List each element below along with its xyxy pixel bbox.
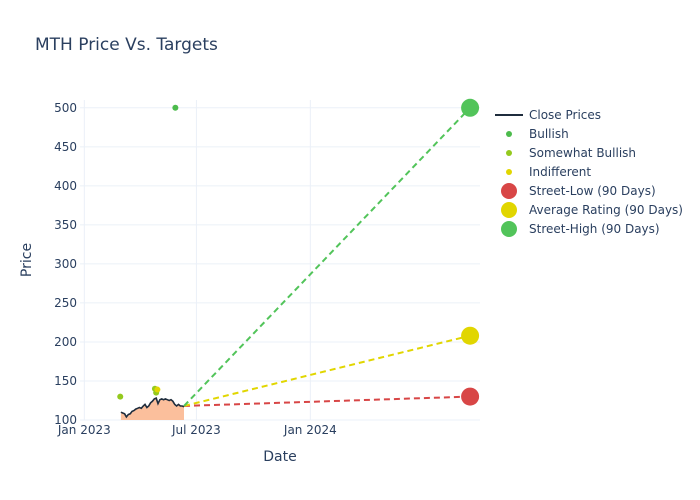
y-tick-label-300: 300	[54, 257, 77, 271]
close-price-line	[120, 397, 185, 419]
grid	[80, 100, 480, 421]
legend-swatch-5	[501, 202, 517, 218]
legend-label-5: Average Rating (90 Days)	[529, 203, 683, 217]
axis-ticks: 100 150 200 250 300 350 400 450 500 Jan 2023 Jul 2…	[54, 101, 337, 437]
x-axis-label: Date	[263, 449, 296, 465]
x-tick-label-0: Jan 2023	[57, 423, 111, 437]
target-lines	[183, 107, 471, 407]
close-price-area	[120, 398, 184, 420]
close-price-line-layer	[120, 397, 185, 419]
target-points	[461, 98, 480, 406]
target-point-6	[461, 98, 480, 117]
y-tick-label-100: 100	[54, 413, 77, 427]
y-tick-label-400: 400	[54, 179, 77, 193]
target-line-6	[183, 107, 471, 407]
legend-label-4: Street-Low (90 Days)	[529, 184, 656, 198]
y-axis-label: Price	[19, 243, 35, 277]
target-line-5	[183, 334, 471, 407]
rating-point-1-0	[172, 104, 179, 111]
close-price-area-fill	[120, 398, 184, 420]
legend-label-0: Close Prices	[529, 108, 601, 122]
legend-swatch-3	[506, 169, 512, 175]
target-line-4	[183, 395, 471, 407]
chart-title: MTH Price Vs. Targets	[35, 35, 218, 55]
y-tick-label-250: 250	[54, 296, 77, 310]
legend: Close Prices Bullish Somewhat Bullish Indif…	[495, 108, 683, 237]
legend-label-2: Somewhat Bullish	[529, 146, 636, 160]
rating-point-2-0	[117, 393, 124, 400]
y-tick-label-450: 450	[54, 140, 77, 154]
x-tick-label-1: Jul 2023	[171, 423, 221, 437]
legend-swatch-4	[501, 183, 517, 199]
y-tick-label-500: 500	[54, 101, 77, 115]
legend-swatch-2	[506, 150, 512, 156]
legend-label-1: Bullish	[529, 127, 569, 141]
rating-points	[117, 104, 179, 400]
x-tick-label-2: Jan 2024	[283, 423, 337, 437]
legend-label-3: Indifferent	[529, 165, 591, 179]
target-point-5	[461, 326, 480, 345]
y-tick-label-200: 200	[54, 335, 77, 349]
rating-point-3-0	[154, 386, 161, 393]
legend-swatch-1	[506, 131, 512, 137]
y-tick-label-350: 350	[54, 218, 77, 232]
target-point-4	[461, 387, 480, 406]
legend-label-6: Street-High (90 Days)	[529, 222, 660, 236]
y-tick-label-150: 150	[54, 374, 77, 388]
legend-swatch-6	[501, 221, 517, 237]
